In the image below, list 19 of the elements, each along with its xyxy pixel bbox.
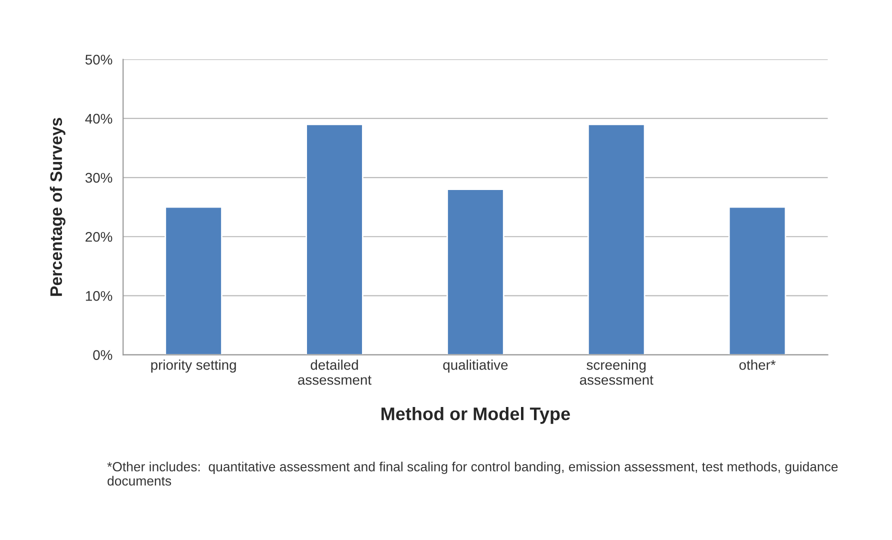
y-axis-title: Percentage of Surveys: [50, 118, 66, 296]
text: *Other includes: quantitative assessment and final scaling for control banding, emission assessment, test methods, guidance documents: [107, 462, 838, 486]
x-tick-label: other*: [739, 360, 776, 370]
bar: [306, 124, 364, 355]
y-tick-label: 10%: [86, 291, 112, 301]
x-tick-label: priority setting: [151, 360, 236, 373]
bar: [728, 206, 786, 355]
bar: [587, 124, 646, 355]
y-tick-label: 0%: [93, 350, 112, 360]
bar: [164, 206, 222, 355]
x-axis-title: Method or Model Type: [382, 406, 570, 424]
y-tick-label: 20%: [86, 232, 112, 242]
x-tick-label: detailed assessment: [298, 360, 372, 385]
y-tick-label: 50%: [85, 54, 112, 65]
x-tick-label: screening assessment: [580, 360, 654, 385]
x-tick-label: qualitiative: [443, 360, 508, 373]
y-tick-label: 40%: [85, 114, 112, 124]
y-tick-label: 30%: [85, 172, 112, 183]
bar: [446, 188, 504, 355]
